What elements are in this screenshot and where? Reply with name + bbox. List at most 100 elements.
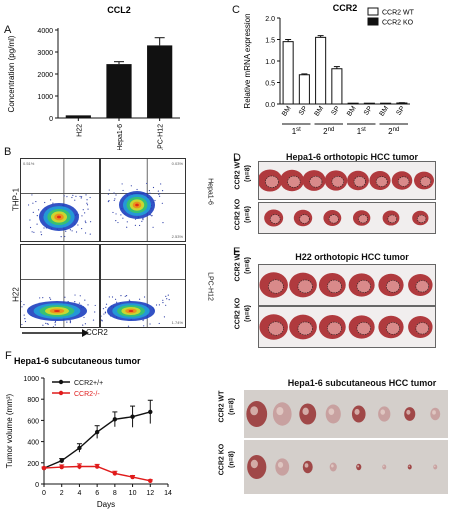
y-tick-label: 200 [27, 461, 39, 468]
event-dot [31, 231, 33, 233]
tumor-highlight [331, 464, 334, 468]
event-dot [113, 199, 115, 202]
legend-swatch [367, 17, 379, 26]
x-tick-label: 12 [146, 490, 154, 497]
event-dot [143, 325, 145, 327]
panel-d-title: Hepa1-6 orthotopic HCC tumor [285, 152, 418, 162]
x-tick-label: 8 [113, 490, 117, 497]
tumor-nodule-outline [397, 176, 410, 187]
tumor-highlight [357, 465, 360, 468]
flow-q-tl-1: 0.51% [23, 161, 35, 166]
y-tick-label: 0 [49, 116, 53, 123]
event-dot [21, 306, 23, 308]
event-dot [85, 221, 87, 224]
y-tick-label: 0 [35, 482, 39, 489]
event-dot [163, 316, 166, 318]
panel-label-a: A [4, 24, 12, 36]
y-tick-label: 1000 [37, 94, 53, 101]
data-point [77, 464, 82, 469]
panel-f-photo-wt [244, 390, 448, 438]
event-dot [52, 326, 55, 327]
event-dot [168, 299, 170, 301]
data-point [59, 464, 64, 470]
bar [282, 41, 294, 105]
panel-d-row1-n: (n=8) [244, 165, 252, 182]
tumor-highlight [277, 461, 284, 468]
panel-e-photo-ko [258, 306, 436, 348]
flow-q-br-2: 2.53% [171, 234, 183, 239]
data-point [112, 417, 118, 422]
event-dot [69, 322, 71, 324]
bar [363, 102, 375, 105]
flow-plot-4: 1.74% [100, 244, 186, 328]
event-dot [54, 324, 56, 326]
x-tick-label: H22 [76, 124, 83, 137]
event-dot [155, 304, 158, 306]
tumor-nodule-outline [387, 214, 398, 224]
y-tick-label: 3000 [37, 50, 53, 57]
y-tick-label: 400 [27, 440, 39, 447]
group-label: 2nd [323, 127, 334, 136]
x-tick-label: 14 [164, 490, 172, 497]
x-tick-label: BM [346, 105, 358, 118]
y-tick-label: 1.5 [265, 38, 275, 45]
panel-f-row1-n: (n=8) [228, 398, 236, 415]
event-dot [146, 182, 148, 185]
tumor-nodule-outline [375, 176, 388, 187]
tumor-row [246, 401, 441, 427]
density-contour [135, 203, 139, 207]
tumor-nodule-outline [268, 321, 284, 336]
event-dot [72, 194, 74, 196]
event-dot [24, 320, 27, 323]
panel-e-row1-n: (n=6) [244, 257, 252, 274]
event-dot [36, 215, 38, 217]
event-dot [78, 302, 81, 304]
event-dot [142, 219, 144, 221]
event-dot [114, 298, 117, 300]
event-dot [80, 196, 83, 198]
x-tick-label: 10 [129, 490, 137, 497]
event-dot [92, 319, 95, 321]
flow-plot-2: 0.03% 2.53% [100, 158, 186, 242]
event-dot [42, 297, 44, 299]
event-dot [84, 299, 86, 301]
bar [315, 36, 327, 105]
flow-col-label-lpc: LPC-H12 [206, 272, 214, 301]
tumor-nodule-outline [297, 279, 313, 294]
tumor-nodule-outline [386, 322, 400, 335]
y-tick-label: 0.5 [265, 81, 275, 88]
event-dot [158, 195, 161, 197]
data-point [148, 478, 153, 484]
y-axis-label: Concentration (pg/ml) [7, 35, 16, 112]
panel-d-row2-n: (n=6) [244, 206, 252, 223]
event-dot [85, 194, 87, 196]
event-dot [64, 235, 66, 238]
bar [380, 102, 392, 105]
event-dot [35, 200, 37, 203]
event-dot [86, 202, 88, 204]
y-tick-label: 800 [27, 397, 39, 404]
legend-label: CCR2 WT [382, 10, 415, 17]
legend-marker [58, 390, 64, 396]
y-axis-label: Tumor volume (mm³) [5, 393, 14, 468]
panel-d-row1-label: CCR2 WT [234, 157, 242, 190]
event-dot [81, 227, 83, 230]
tumor-highlight [302, 407, 309, 416]
tumor-highlight [380, 409, 386, 415]
event-dot [23, 314, 25, 316]
tumor-highlight [354, 408, 360, 415]
event-dot [165, 295, 167, 298]
x-tick-label: SP [395, 105, 406, 117]
event-dot [167, 294, 169, 296]
flow-q-br-4: 1.74% [171, 320, 183, 325]
flow-density-3 [21, 245, 99, 327]
bar [65, 115, 91, 118]
event-dot [54, 321, 56, 324]
event-dot [40, 234, 43, 236]
legend-swatch [367, 7, 379, 16]
event-dot [107, 200, 110, 203]
panel-e-title: H22 orthotopic HCC tumor [295, 252, 409, 262]
tumor-row [247, 455, 438, 479]
y-tick-label: 2000 [37, 72, 53, 79]
panel-e-row2-label: CCR2 KO [234, 297, 242, 330]
